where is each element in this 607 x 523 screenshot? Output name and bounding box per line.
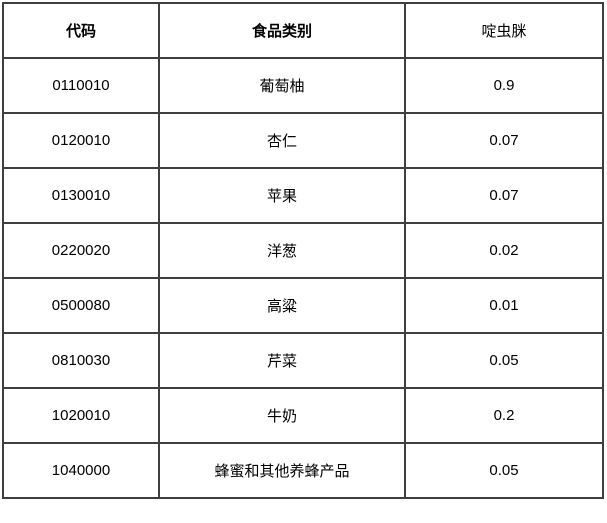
cell-code: 0130010 bbox=[2, 167, 160, 224]
cell-category: 芹菜 bbox=[158, 332, 406, 389]
column-header-acetamiprid: 啶虫脒 bbox=[404, 2, 604, 59]
table-row: 0500080 高粱 0.01 bbox=[2, 277, 604, 334]
table-row: 0130010 苹果 0.07 bbox=[2, 167, 604, 224]
cell-code: 0810030 bbox=[2, 332, 160, 389]
cell-value: 0.07 bbox=[404, 112, 604, 169]
cell-category: 牛奶 bbox=[158, 387, 406, 444]
cell-value: 0.07 bbox=[404, 167, 604, 224]
cell-category: 洋葱 bbox=[158, 222, 406, 279]
table-row: 0220020 洋葱 0.02 bbox=[2, 222, 604, 279]
cell-value: 0.2 bbox=[404, 387, 604, 444]
mrl-table: 代码 食品类别 啶虫脒 0110010 葡萄柚 0.9 0120010 杏仁 0… bbox=[2, 2, 604, 499]
cell-value: 0.9 bbox=[404, 57, 604, 114]
cell-value: 0.05 bbox=[404, 442, 604, 499]
header-row: 代码 食品类别 啶虫脒 bbox=[2, 2, 604, 59]
table-row: 0810030 芹菜 0.05 bbox=[2, 332, 604, 389]
cell-code: 0220020 bbox=[2, 222, 160, 279]
table-row: 0120010 杏仁 0.07 bbox=[2, 112, 604, 169]
cell-category: 蜂蜜和其他养蜂产品 bbox=[158, 442, 406, 499]
cell-category: 杏仁 bbox=[158, 112, 406, 169]
cell-category: 苹果 bbox=[158, 167, 406, 224]
column-header-food-category: 食品类别 bbox=[158, 2, 406, 59]
cell-category: 高粱 bbox=[158, 277, 406, 334]
table-row: 1020010 牛奶 0.2 bbox=[2, 387, 604, 444]
cell-category: 葡萄柚 bbox=[158, 57, 406, 114]
cell-code: 1020010 bbox=[2, 387, 160, 444]
column-header-code: 代码 bbox=[2, 2, 160, 59]
table-row: 1040000 蜂蜜和其他养蜂产品 0.05 bbox=[2, 442, 604, 499]
cell-value: 0.01 bbox=[404, 277, 604, 334]
cell-code: 0500080 bbox=[2, 277, 160, 334]
cell-code: 0110010 bbox=[2, 57, 160, 114]
cell-code: 1040000 bbox=[2, 442, 160, 499]
cell-value: 0.02 bbox=[404, 222, 604, 279]
cell-code: 0120010 bbox=[2, 112, 160, 169]
cell-value: 0.05 bbox=[404, 332, 604, 389]
table-row: 0110010 葡萄柚 0.9 bbox=[2, 57, 604, 114]
